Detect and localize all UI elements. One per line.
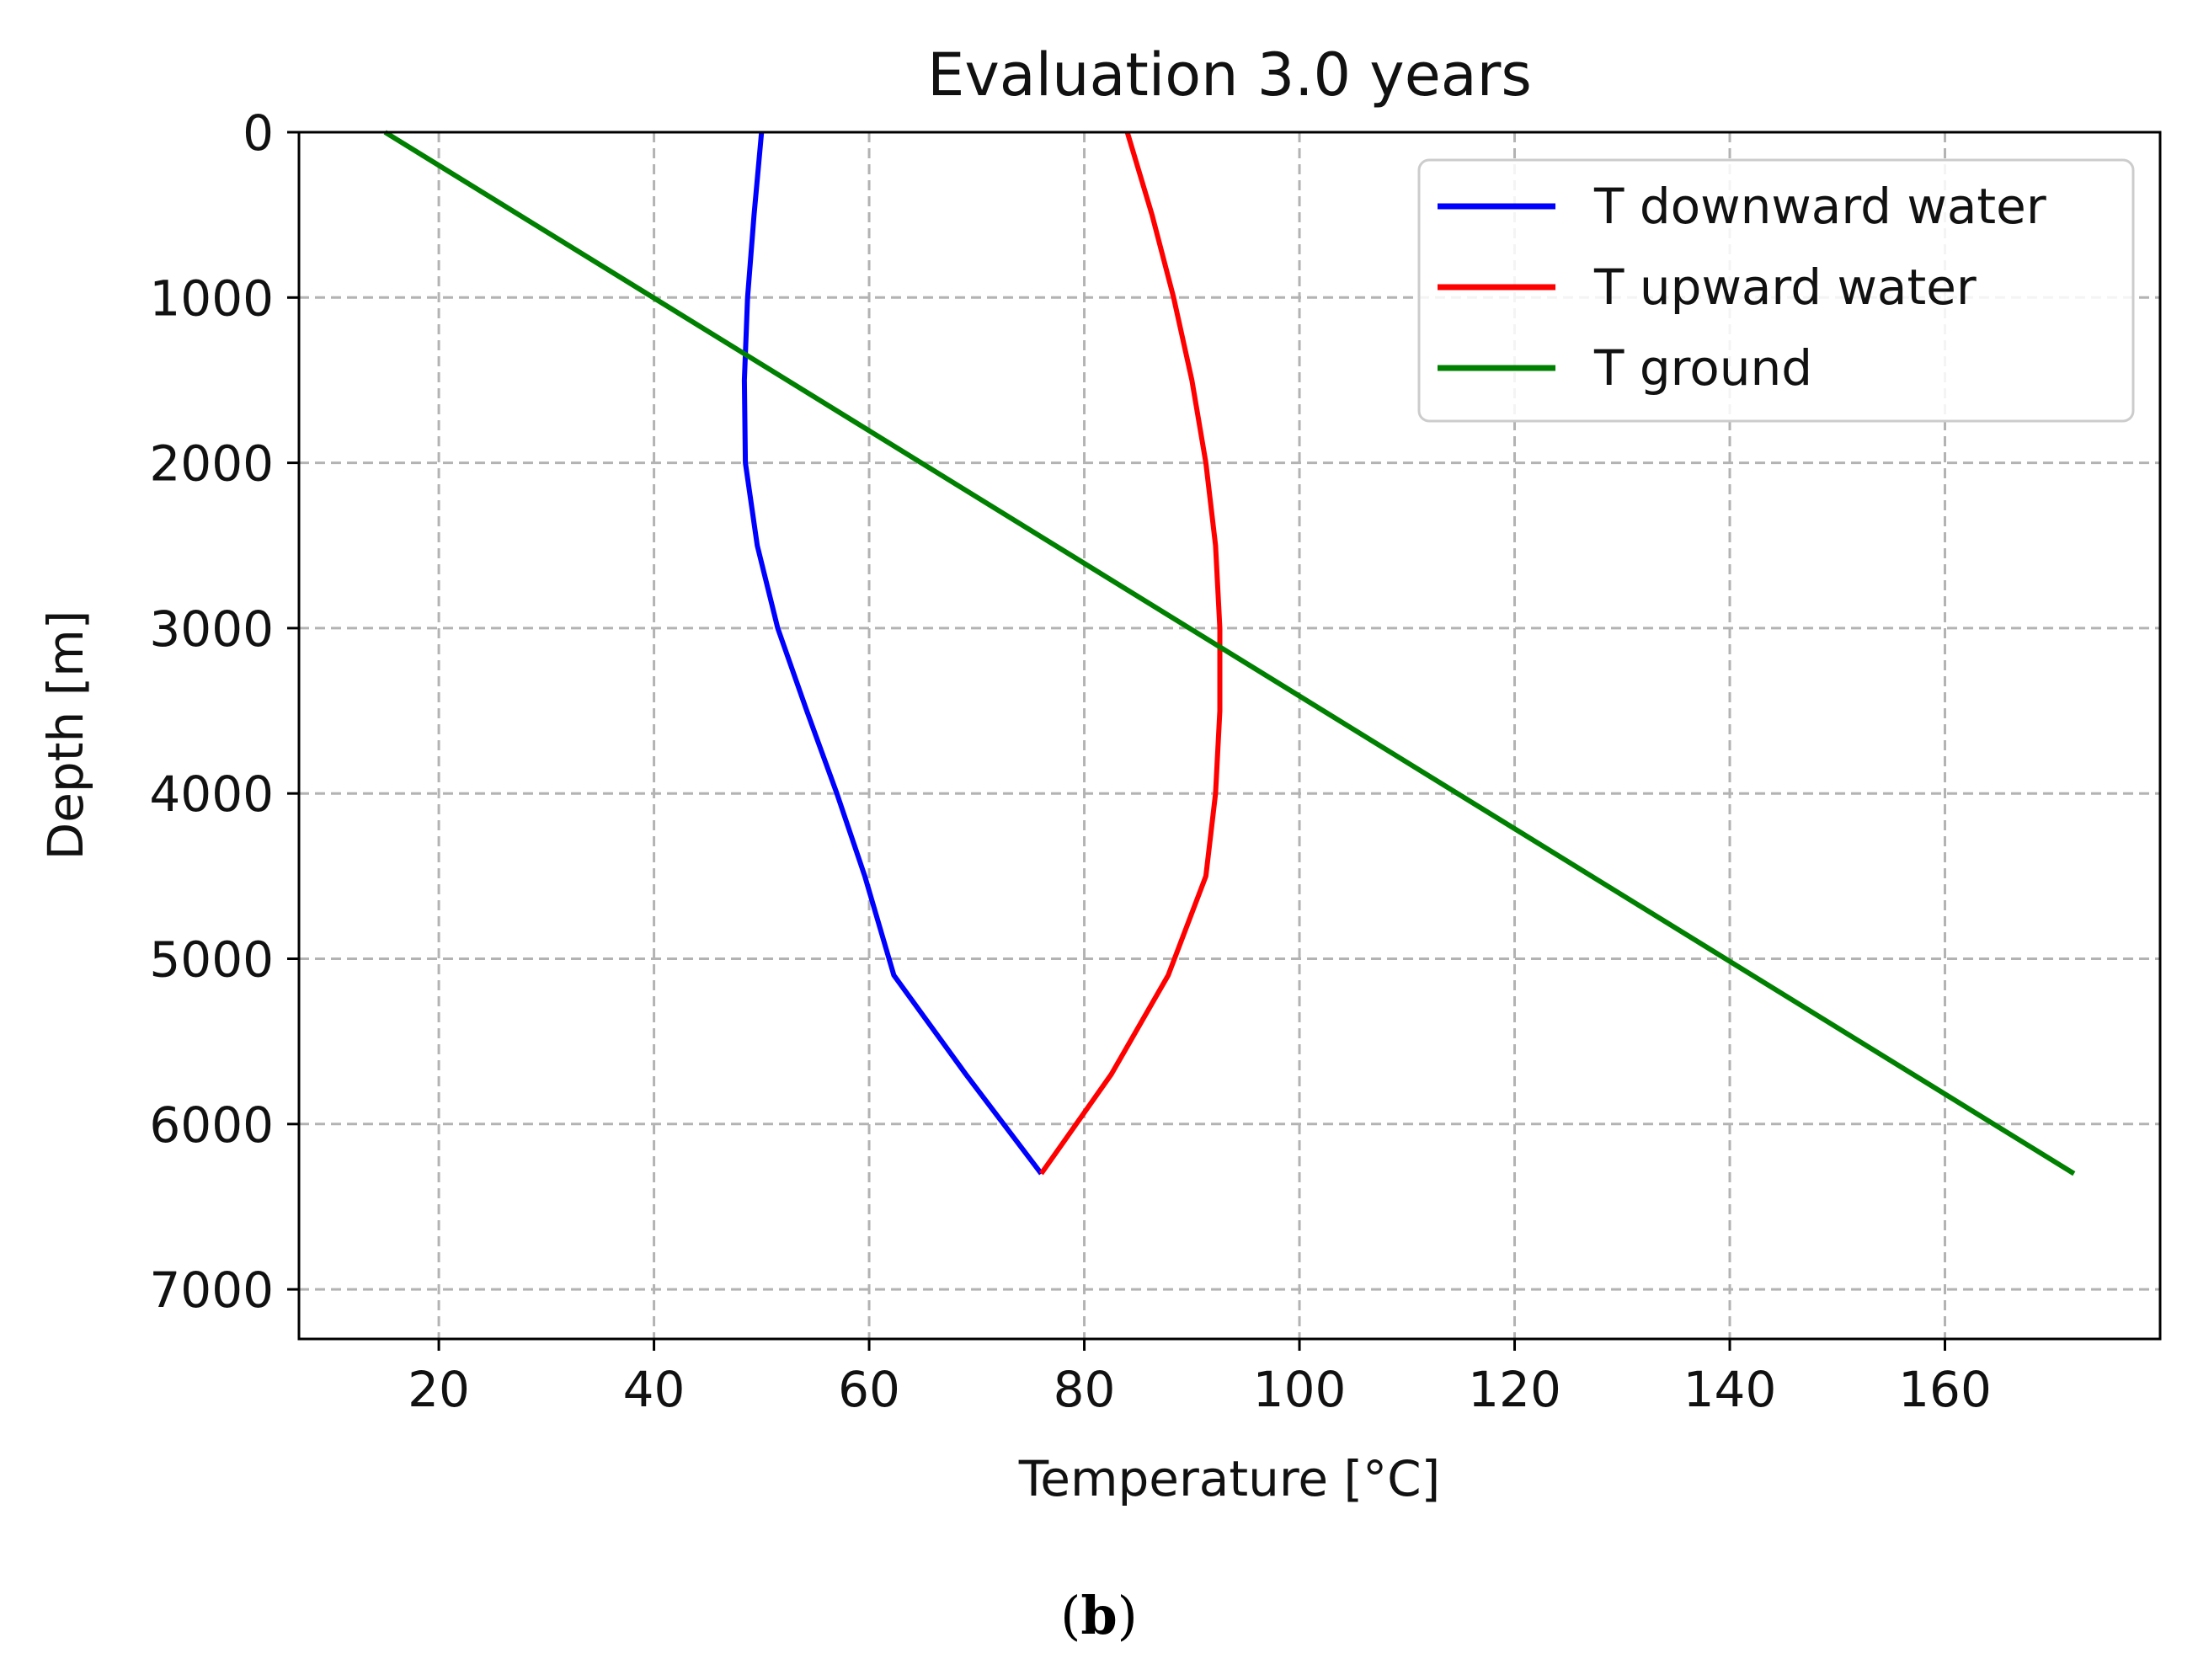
legend-label-t-ground: T ground — [1593, 339, 1812, 397]
chart-title: Evaluation 3.0 years — [927, 40, 1532, 109]
panel-label-open-paren: ( — [1060, 1585, 1080, 1646]
y-tick-label: 6000 — [149, 1096, 274, 1154]
series-line-t-downward-water — [741, 131, 1043, 1176]
y-tick-label: 0 — [243, 104, 274, 162]
panel-label-close-paren: ) — [1118, 1585, 1138, 1646]
x-tick-label: 80 — [1054, 1361, 1116, 1418]
legend-label-t-upward-water: T upward water — [1593, 259, 1977, 316]
x-tick-label: 140 — [1683, 1361, 1777, 1418]
axis-ticks: 20 40 60 80 100 120 140 160 0 1000 2000 3000 4000 500… — [149, 104, 1991, 1418]
series-line-t-ground — [383, 130, 2076, 1176]
series-layer — [383, 130, 2076, 1176]
series-line-t-upward-water — [1038, 131, 1223, 1176]
x-tick-label: 120 — [1468, 1361, 1561, 1418]
x-axis-label: Temperature [°C] — [1018, 1450, 1441, 1507]
x-tick-label: 60 — [838, 1361, 900, 1418]
x-tick-label: 100 — [1253, 1361, 1347, 1418]
plot-area-frame — [297, 131, 2162, 1341]
panel-label-letter: b — [1080, 1585, 1117, 1646]
y-axis-label: Depth [m] — [37, 611, 94, 861]
y-tick-label: 3000 — [149, 600, 274, 658]
y-tick-label: 1000 — [149, 269, 274, 327]
y-tick-label: 7000 — [149, 1261, 274, 1319]
y-tick-label: 4000 — [149, 765, 274, 823]
x-tick-label: 40 — [623, 1361, 686, 1418]
panel-label: (b) — [1060, 1585, 1138, 1646]
x-tick-label: 20 — [408, 1361, 470, 1418]
legend: T downward water T upward water T ground — [1417, 158, 2135, 423]
y-tick-label: 5000 — [149, 931, 274, 989]
x-tick-label: 160 — [1898, 1361, 1992, 1418]
legend-label-t-downward-water: T downward water — [1593, 178, 2046, 235]
y-tick-label: 2000 — [149, 435, 274, 493]
legend-box — [1417, 158, 2135, 423]
